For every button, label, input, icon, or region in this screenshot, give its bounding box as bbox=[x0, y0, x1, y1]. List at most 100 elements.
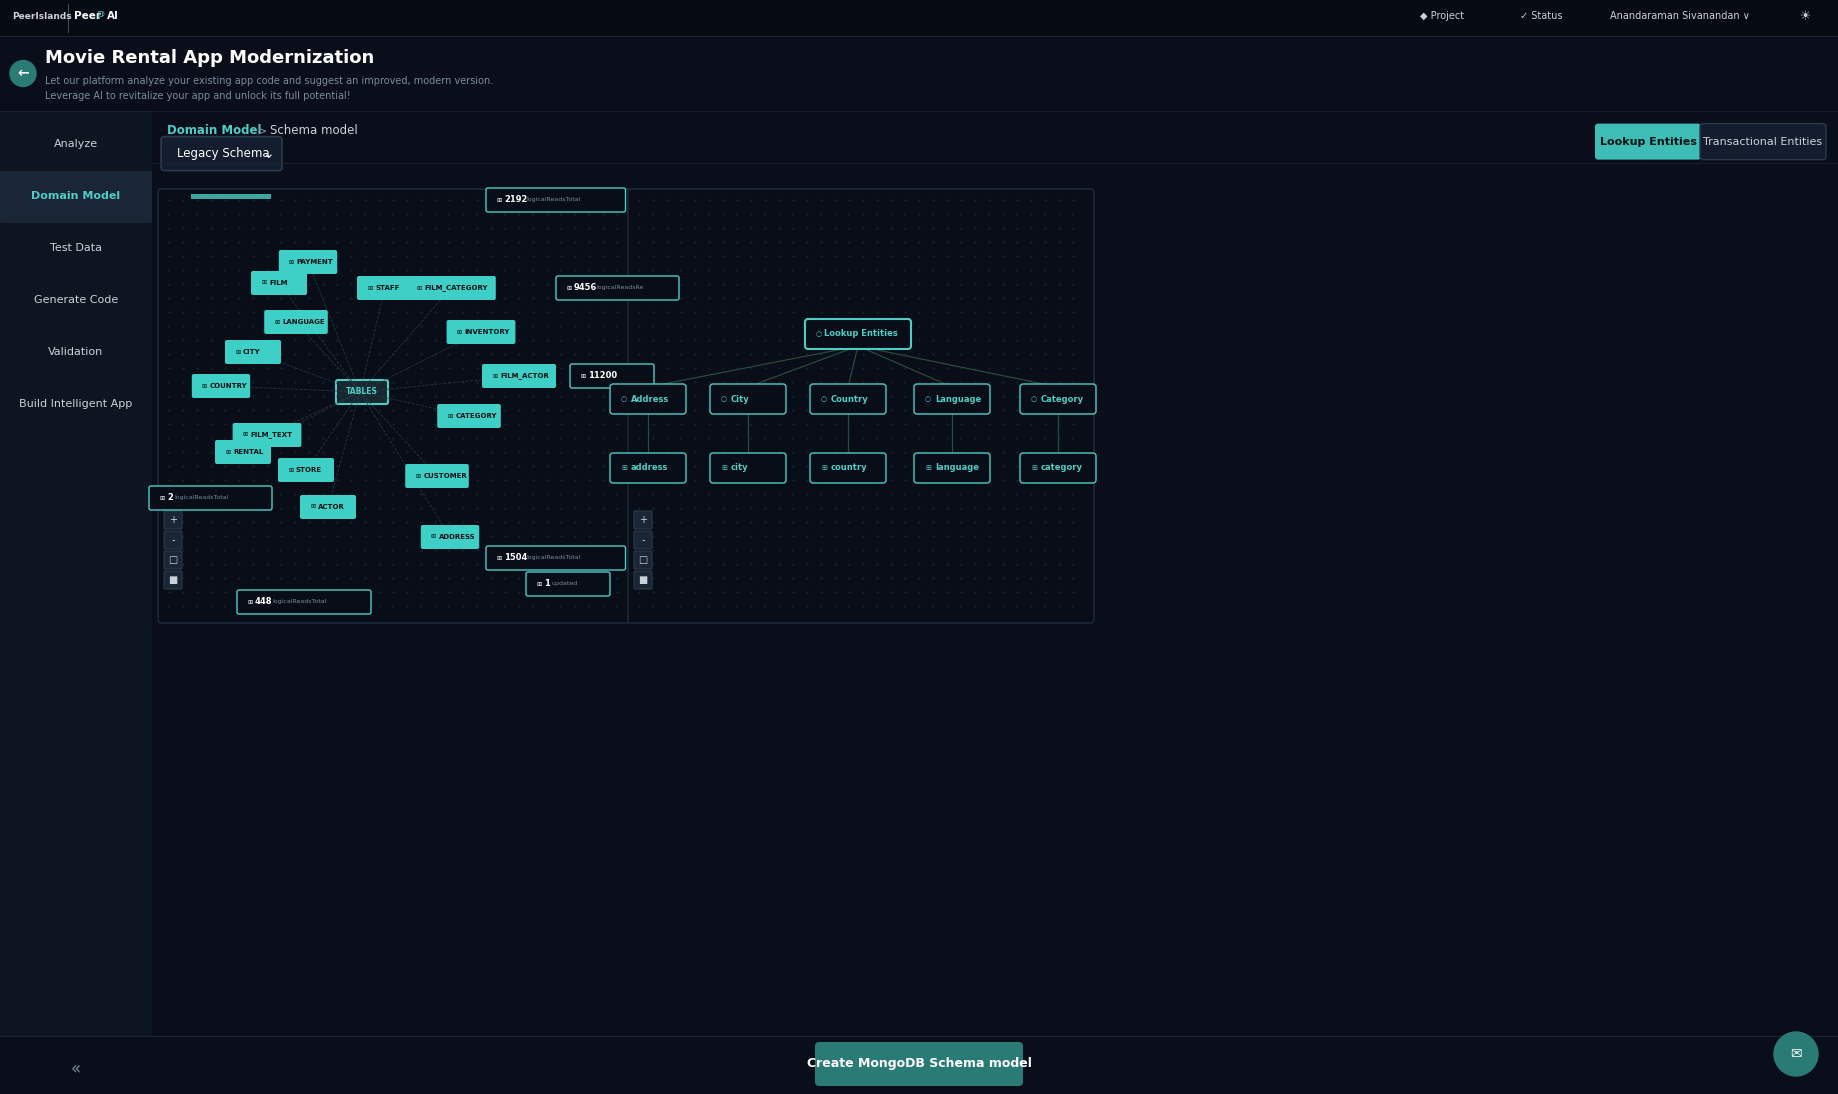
Text: LANGUAGE: LANGUAGE bbox=[283, 319, 325, 325]
Text: ◆ Project: ◆ Project bbox=[1421, 11, 1465, 21]
Text: □: □ bbox=[169, 555, 178, 565]
Text: ⊞: ⊞ bbox=[289, 259, 294, 265]
Text: FILM_ACTOR: FILM_ACTOR bbox=[500, 373, 550, 380]
FancyBboxPatch shape bbox=[0, 171, 153, 223]
FancyBboxPatch shape bbox=[709, 384, 787, 414]
Text: 1: 1 bbox=[544, 580, 550, 589]
FancyBboxPatch shape bbox=[233, 423, 301, 447]
FancyBboxPatch shape bbox=[421, 525, 480, 549]
Text: Address: Address bbox=[630, 395, 669, 404]
Text: STORE: STORE bbox=[296, 467, 322, 473]
Text: ⊞: ⊞ bbox=[925, 465, 930, 472]
Text: ⊞: ⊞ bbox=[243, 432, 248, 438]
Text: ⊞: ⊞ bbox=[447, 414, 452, 419]
FancyBboxPatch shape bbox=[811, 384, 886, 414]
FancyBboxPatch shape bbox=[158, 189, 630, 622]
Text: PeerIslands: PeerIslands bbox=[13, 12, 72, 21]
FancyBboxPatch shape bbox=[482, 364, 557, 388]
FancyBboxPatch shape bbox=[447, 321, 515, 344]
Text: Language: Language bbox=[936, 395, 981, 404]
Text: ⊞: ⊞ bbox=[822, 465, 827, 472]
FancyBboxPatch shape bbox=[164, 571, 182, 589]
Text: ⌄: ⌄ bbox=[263, 147, 274, 161]
Text: ⊞: ⊞ bbox=[720, 465, 726, 472]
Text: 2192: 2192 bbox=[504, 196, 528, 205]
Text: ACTOR: ACTOR bbox=[318, 504, 346, 510]
Text: RENTAL: RENTAL bbox=[233, 449, 263, 455]
FancyBboxPatch shape bbox=[811, 453, 886, 482]
Text: 9456: 9456 bbox=[573, 283, 597, 292]
FancyBboxPatch shape bbox=[265, 310, 327, 334]
FancyBboxPatch shape bbox=[357, 276, 414, 300]
Text: ⊞: ⊞ bbox=[430, 535, 436, 539]
Text: Leverage AI to revitalize your app and unlock its full potential!: Leverage AI to revitalize your app and u… bbox=[44, 91, 351, 101]
Text: STAFF: STAFF bbox=[375, 286, 399, 291]
Text: +: + bbox=[169, 515, 176, 525]
Text: AI: AI bbox=[107, 11, 119, 21]
FancyBboxPatch shape bbox=[406, 276, 496, 300]
FancyBboxPatch shape bbox=[526, 572, 610, 596]
Text: ⊞: ⊞ bbox=[415, 474, 421, 478]
Text: ⊞: ⊞ bbox=[537, 582, 540, 586]
Text: ○: ○ bbox=[816, 331, 822, 337]
Text: «: « bbox=[72, 1060, 81, 1078]
Text: +: + bbox=[640, 515, 647, 525]
FancyBboxPatch shape bbox=[610, 453, 686, 482]
Text: logicalReadsTotal: logicalReadsTotal bbox=[528, 198, 581, 202]
Text: City: City bbox=[732, 395, 750, 404]
Text: Generate Code: Generate Code bbox=[33, 295, 118, 305]
Text: ℙ: ℙ bbox=[97, 11, 105, 21]
Text: 2: 2 bbox=[167, 493, 173, 502]
Text: Lookup Entities: Lookup Entities bbox=[1599, 137, 1696, 147]
FancyBboxPatch shape bbox=[570, 364, 654, 388]
FancyBboxPatch shape bbox=[278, 458, 335, 482]
Text: CUSTOMER: CUSTOMER bbox=[423, 473, 467, 479]
FancyBboxPatch shape bbox=[485, 546, 625, 570]
FancyBboxPatch shape bbox=[300, 494, 357, 519]
FancyBboxPatch shape bbox=[0, 36, 1838, 110]
FancyBboxPatch shape bbox=[0, 1036, 1838, 1094]
FancyBboxPatch shape bbox=[485, 188, 625, 212]
FancyBboxPatch shape bbox=[629, 189, 1094, 622]
Text: ⊞: ⊞ bbox=[456, 329, 461, 335]
Text: Transactional Entities: Transactional Entities bbox=[1704, 137, 1823, 147]
FancyBboxPatch shape bbox=[1700, 124, 1825, 160]
Text: ⊞: ⊞ bbox=[261, 280, 267, 286]
Text: country: country bbox=[831, 464, 868, 473]
Text: -: - bbox=[641, 535, 645, 545]
Text: Test Data: Test Data bbox=[50, 243, 101, 254]
Text: Anandaraman Sivanandan ∨: Anandaraman Sivanandan ∨ bbox=[1610, 11, 1750, 21]
Text: Legacy Schema: Legacy Schema bbox=[176, 147, 270, 160]
Text: Peer: Peer bbox=[74, 11, 101, 21]
FancyBboxPatch shape bbox=[913, 453, 991, 482]
Text: ■: ■ bbox=[169, 575, 178, 585]
Text: CITY: CITY bbox=[243, 349, 261, 354]
Text: FILM_CATEGORY: FILM_CATEGORY bbox=[425, 284, 487, 291]
FancyBboxPatch shape bbox=[709, 453, 787, 482]
Text: ⊞: ⊞ bbox=[368, 286, 373, 291]
Text: ⊞: ⊞ bbox=[581, 373, 584, 379]
FancyBboxPatch shape bbox=[149, 486, 272, 510]
Text: Create MongoDB Schema model: Create MongoDB Schema model bbox=[807, 1058, 1031, 1071]
FancyBboxPatch shape bbox=[814, 1041, 1024, 1086]
FancyBboxPatch shape bbox=[404, 464, 469, 488]
FancyBboxPatch shape bbox=[336, 380, 388, 404]
Text: ✉: ✉ bbox=[1790, 1047, 1801, 1061]
FancyBboxPatch shape bbox=[191, 194, 270, 199]
FancyBboxPatch shape bbox=[1595, 124, 1700, 160]
Text: Analyze: Analyze bbox=[53, 139, 97, 150]
FancyBboxPatch shape bbox=[634, 531, 652, 549]
FancyBboxPatch shape bbox=[164, 511, 182, 529]
Text: ⊞: ⊞ bbox=[566, 286, 572, 291]
Text: ⊞: ⊞ bbox=[274, 319, 279, 325]
Text: ⊞: ⊞ bbox=[496, 556, 502, 560]
Text: ✓ Status: ✓ Status bbox=[1520, 11, 1562, 21]
Text: 11200: 11200 bbox=[588, 372, 618, 381]
Text: language: language bbox=[936, 464, 980, 473]
FancyBboxPatch shape bbox=[557, 276, 678, 300]
Text: ADDRESS: ADDRESS bbox=[439, 534, 476, 540]
Text: updated: updated bbox=[551, 582, 577, 586]
FancyBboxPatch shape bbox=[237, 590, 371, 614]
FancyBboxPatch shape bbox=[224, 340, 281, 364]
Text: 448: 448 bbox=[255, 597, 272, 606]
